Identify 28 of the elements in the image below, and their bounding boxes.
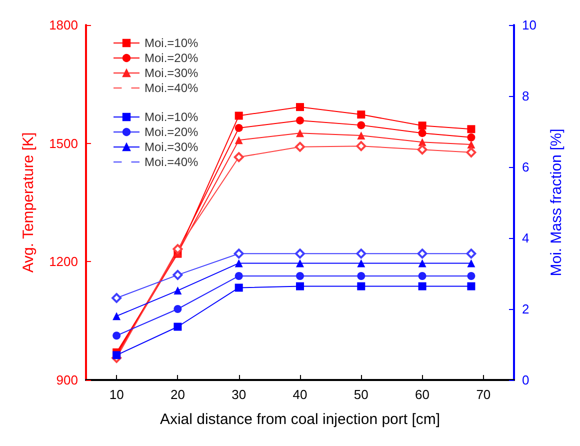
- y-tick-label: 900: [56, 372, 78, 388]
- y2-axis-title: Moi. Mass fraction [%]: [548, 128, 565, 276]
- y2-tick-label: 10: [522, 18, 536, 32]
- legend-label: Moi.=30%: [144, 140, 199, 154]
- legend-label: Moi.=20%: [144, 51, 199, 65]
- x-tick-label: 40: [292, 387, 308, 402]
- y-tick-label: 1800: [49, 18, 78, 32]
- y2-tick-label: 0: [522, 372, 530, 388]
- y2-tick-label: 4: [522, 230, 530, 246]
- y2-tick-label: 6: [522, 160, 530, 174]
- legend-label: Moi.=10%: [144, 36, 199, 50]
- legend-label: Moi.=10%: [144, 110, 199, 124]
- legend-label: Moi.=40%: [144, 155, 199, 169]
- y2-tick-label: 8: [522, 88, 530, 104]
- x-tick-label: 70: [476, 387, 491, 402]
- x-tick-label: 50: [354, 387, 368, 402]
- y2-tick-label: 2: [522, 302, 530, 316]
- legend-label: Moi.=40%: [144, 81, 199, 95]
- y-tick-label: 1200: [49, 254, 78, 270]
- x-tick-label: 20: [170, 387, 185, 402]
- y-tick-label: 1500: [49, 136, 78, 151]
- x-axis-title: Axial distance from coal injection port [cm]: [160, 411, 440, 428]
- legend-label: Moi.=20%: [144, 125, 199, 139]
- y-axis-title: Avg. Temperature [K]: [20, 132, 37, 273]
- x-tick-label: 60: [415, 387, 430, 402]
- x-tick-label: 10: [109, 387, 124, 402]
- legend-label: Moi.=30%: [144, 66, 199, 80]
- x-tick-label: 30: [232, 387, 246, 402]
